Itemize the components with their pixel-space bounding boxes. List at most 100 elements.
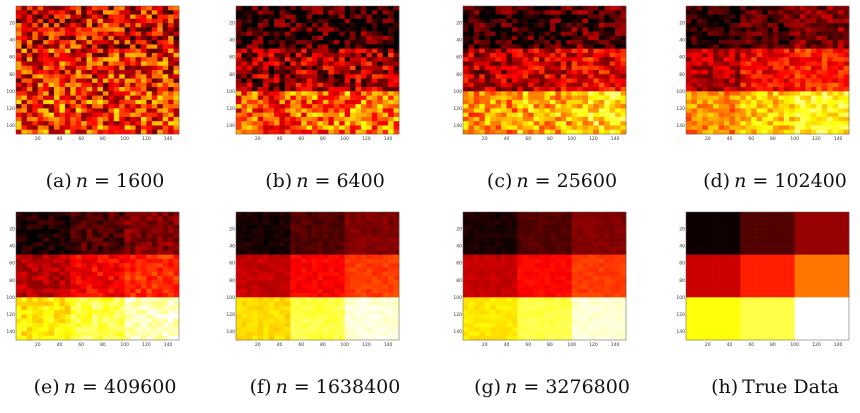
heat-cell xyxy=(339,14,345,20)
heat-cell xyxy=(70,6,77,11)
heat-cell xyxy=(344,263,351,268)
heat-cell xyxy=(816,52,823,58)
caption-letter: (e) xyxy=(33,376,60,398)
heat-cell xyxy=(92,297,98,302)
heat-cell xyxy=(587,82,594,88)
heat-cell xyxy=(48,263,55,268)
heat-cell xyxy=(522,116,529,122)
heat-cell xyxy=(26,212,33,217)
heat-cell xyxy=(295,70,302,75)
heat-cell xyxy=(92,254,98,260)
heat-cell xyxy=(146,237,153,243)
heat-cell xyxy=(566,91,572,96)
heat-cell xyxy=(86,108,93,113)
heat-cell xyxy=(268,99,275,105)
heat-cell xyxy=(301,116,307,122)
heat-cell xyxy=(92,52,98,58)
heat-cell xyxy=(718,108,725,113)
heat-cell xyxy=(257,65,264,71)
heat-cell xyxy=(794,10,801,15)
heat-cell xyxy=(81,314,87,319)
heat-cell xyxy=(162,284,169,290)
heat-cell xyxy=(333,125,340,131)
heat-cell xyxy=(70,35,77,41)
heat-cell xyxy=(32,314,39,319)
heat-cell xyxy=(810,99,817,105)
heat-cell xyxy=(511,104,518,109)
heat-cell xyxy=(560,57,567,62)
heat-cell xyxy=(130,52,136,58)
heat-cell xyxy=(506,31,513,37)
heat-cell xyxy=(130,241,136,247)
heat-cell xyxy=(382,216,389,221)
caption-equals: = xyxy=(746,170,775,192)
heat-cell xyxy=(108,220,115,226)
heat-cell xyxy=(533,108,540,113)
heat-cell xyxy=(609,23,616,28)
heat-cell xyxy=(778,48,785,54)
heat-cell xyxy=(75,91,82,96)
heat-cell xyxy=(751,52,757,58)
heat-cell xyxy=(97,48,104,54)
heat-cell xyxy=(21,310,28,315)
heat-cell xyxy=(317,121,324,126)
heat-cell xyxy=(301,74,307,79)
heat-cell xyxy=(97,70,104,75)
heat-cell xyxy=(328,104,335,109)
heat-cell xyxy=(290,91,297,96)
heat-cell xyxy=(312,23,318,28)
heat-cell xyxy=(168,297,174,302)
heat-cell xyxy=(593,48,600,54)
heat-cell xyxy=(70,233,77,238)
heat-cell xyxy=(691,27,698,32)
heat-cell xyxy=(113,233,120,238)
heat-cell xyxy=(268,229,275,234)
heat-cell xyxy=(168,288,174,294)
x-tick-label: 40 xyxy=(727,136,733,142)
heat-cell xyxy=(59,258,66,264)
heat-cell xyxy=(257,258,264,264)
heat-cell xyxy=(322,129,329,135)
heat-cell xyxy=(620,112,627,118)
heat-cell xyxy=(59,74,66,79)
heat-cell xyxy=(522,23,529,28)
heat-cell xyxy=(70,65,77,71)
heat-cell xyxy=(37,18,44,24)
heat-cell xyxy=(740,18,747,24)
heat-cell xyxy=(268,237,275,243)
heat-cell xyxy=(119,318,125,324)
heat-cell xyxy=(350,61,356,67)
heat-cell xyxy=(268,82,275,88)
heat-cell xyxy=(140,18,147,24)
heat-cell xyxy=(598,6,605,11)
heat-cell xyxy=(274,254,280,260)
heat-cell xyxy=(495,48,502,54)
heat-cell xyxy=(97,322,104,328)
heat-cell xyxy=(571,52,578,58)
heat-cell xyxy=(108,246,115,251)
heat-cell xyxy=(501,91,507,96)
heat-cell xyxy=(339,70,345,75)
heat-cell xyxy=(113,263,120,268)
heat-cell xyxy=(268,23,275,28)
heat-cell xyxy=(75,220,82,226)
heat-cell xyxy=(388,258,394,264)
heat-cell xyxy=(533,27,540,32)
heat-cell xyxy=(756,74,763,79)
heat-cell xyxy=(241,125,248,131)
heat-cell xyxy=(290,263,297,268)
heat-cell xyxy=(593,6,600,11)
heat-cell xyxy=(322,61,329,67)
heat-cell xyxy=(511,95,518,101)
heat-cell xyxy=(810,27,817,32)
heat-cell xyxy=(108,14,115,20)
heat-cell xyxy=(366,91,373,96)
heat-cell xyxy=(130,78,136,84)
heat-cell xyxy=(151,267,158,273)
heat-cell xyxy=(21,99,28,105)
heat-cell xyxy=(566,78,572,84)
heat-cell xyxy=(571,74,578,79)
heat-cell xyxy=(162,108,169,113)
heat-cell xyxy=(252,216,259,221)
heat-cell xyxy=(312,61,318,67)
